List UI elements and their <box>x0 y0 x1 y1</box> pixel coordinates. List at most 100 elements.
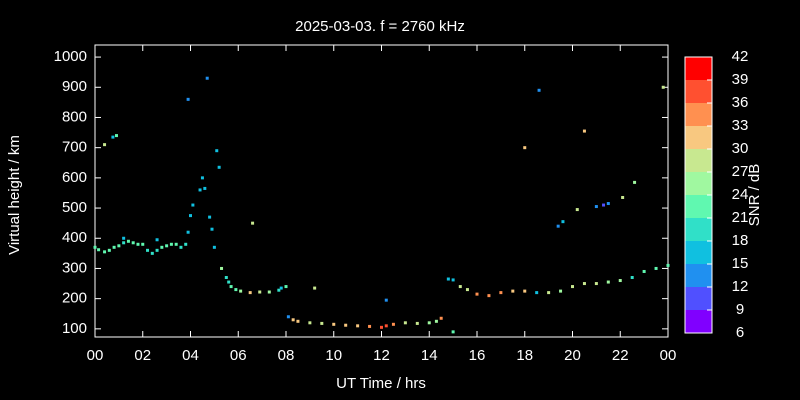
data-point <box>451 278 455 282</box>
colorbar-tick-label: 9 <box>736 301 744 318</box>
colorbar-tick-label: 24 <box>732 186 749 203</box>
data-point <box>594 282 598 286</box>
data-point <box>174 242 178 246</box>
data-point <box>224 276 228 280</box>
colorbar-segment <box>685 149 712 172</box>
y-tick-label: 800 <box>62 108 87 125</box>
data-point <box>434 319 438 323</box>
data-point <box>277 288 281 292</box>
data-point <box>618 279 622 283</box>
data-point <box>661 85 665 89</box>
data-point <box>258 290 262 294</box>
data-point <box>602 203 606 207</box>
data-point <box>559 289 563 293</box>
x-tick-label: 02 <box>134 347 151 364</box>
data-point <box>465 288 469 292</box>
colorbar-tick-label: 15 <box>732 255 749 272</box>
data-point <box>308 321 312 325</box>
data-point <box>523 289 527 293</box>
data-point <box>499 291 503 295</box>
data-point <box>313 286 317 290</box>
colorbar-tick-label: 42 <box>732 48 749 65</box>
data-point <box>642 269 646 273</box>
data-point <box>523 146 527 150</box>
y-axis-label: Virtual height / km <box>6 135 23 255</box>
data-point <box>332 322 336 326</box>
data-point <box>112 245 116 249</box>
x-tick-label: 04 <box>182 347 199 364</box>
data-point <box>131 241 135 245</box>
data-point <box>208 215 212 219</box>
data-point <box>97 248 101 252</box>
colorbar-segment <box>685 264 712 287</box>
data-point <box>122 236 126 240</box>
data-point <box>227 280 231 284</box>
data-point <box>200 176 204 180</box>
data-point <box>184 242 188 246</box>
y-tick-label: 100 <box>62 320 87 337</box>
colorbar-tick-label: 12 <box>732 278 749 295</box>
data-point <box>630 276 634 280</box>
data-point <box>205 76 209 80</box>
colorbar-tick-label: 36 <box>732 94 749 111</box>
data-point <box>239 289 243 293</box>
x-tick-label: 00 <box>660 347 677 364</box>
data-point <box>356 324 360 328</box>
data-point <box>267 290 271 294</box>
data-point <box>606 202 610 206</box>
colorbar-segment <box>685 80 712 103</box>
data-point <box>215 149 219 153</box>
data-point <box>284 285 288 289</box>
x-tick-label: 12 <box>373 347 390 364</box>
data-point <box>654 266 658 270</box>
x-axis-label: UT Time / hrs <box>336 375 426 392</box>
data-point <box>186 97 190 101</box>
y-tick-label: 1000 <box>54 48 87 65</box>
data-point <box>203 186 207 190</box>
data-point <box>117 244 121 248</box>
data-point <box>380 325 383 329</box>
data-point <box>229 285 233 289</box>
data-point <box>320 321 324 325</box>
data-point <box>103 143 107 147</box>
data-point <box>535 291 539 295</box>
data-point <box>427 321 431 325</box>
plot-frame <box>94 44 669 338</box>
colorbar-tick-label: 33 <box>732 117 749 134</box>
data-point <box>571 285 574 289</box>
colorbar-segment <box>685 126 712 149</box>
data-point <box>160 245 164 249</box>
colorbar-segment <box>685 218 712 241</box>
data-point <box>189 214 192 218</box>
data-point <box>391 322 395 326</box>
colorbar-segment <box>685 103 712 126</box>
data-point <box>547 291 551 295</box>
data-point <box>150 251 154 255</box>
data-point <box>146 248 150 252</box>
x-tick-label: 06 <box>230 347 247 364</box>
data-point <box>251 221 255 225</box>
colorbar-label: SNR / dB <box>746 164 763 227</box>
data-point <box>666 263 670 267</box>
x-tick-label: 18 <box>516 347 533 364</box>
data-point <box>136 242 140 246</box>
data-point <box>446 277 450 281</box>
data-point <box>212 245 216 249</box>
data-point <box>633 180 637 184</box>
data-point <box>296 319 300 323</box>
data-point <box>368 324 372 328</box>
data-point <box>575 208 579 212</box>
x-tick-label: 14 <box>421 347 438 364</box>
data-point <box>291 318 295 322</box>
y-tick-label: 900 <box>62 78 87 95</box>
colorbar-tick-label: 18 <box>732 232 749 249</box>
data-point <box>179 245 183 249</box>
data-point <box>248 291 252 295</box>
data-point <box>122 241 126 245</box>
data-point <box>114 134 118 138</box>
data-point <box>561 220 565 224</box>
data-point <box>556 224 560 228</box>
y-tick-label: 400 <box>62 229 87 246</box>
data-point <box>439 316 443 320</box>
